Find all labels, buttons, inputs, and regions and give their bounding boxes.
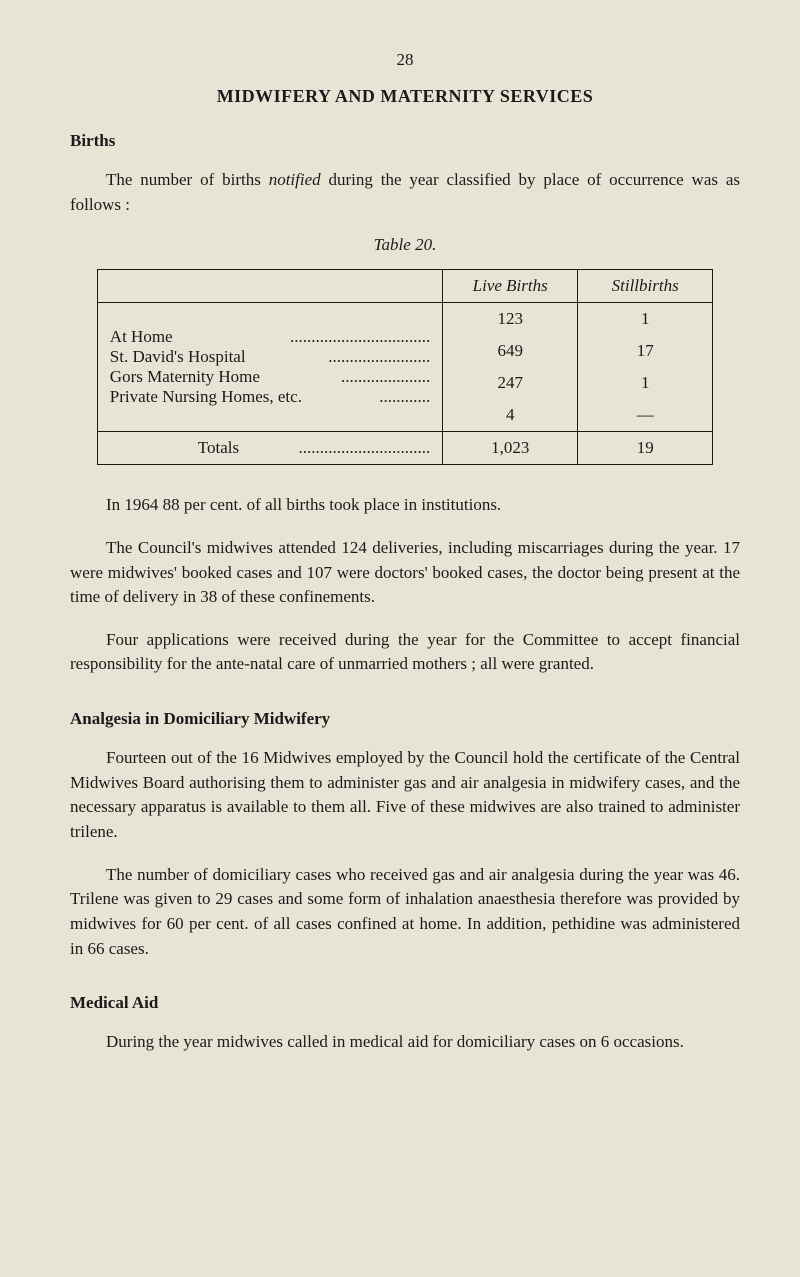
- births-table: Live Births Stillbirths At Home.........…: [97, 269, 713, 465]
- dots: ........................: [328, 347, 430, 367]
- row-label: St. David's Hospital: [110, 347, 246, 367]
- totals-still: 19: [578, 432, 713, 465]
- analgesia-para1: Fourteen out of the 16 Midwives employed…: [70, 746, 740, 845]
- analgesia-heading: Analgesia in Domiciliary Midwifery: [70, 709, 740, 729]
- cell-live: 123: [443, 303, 578, 336]
- totals-label: Totals: [198, 438, 239, 458]
- para-text: The number of births: [106, 170, 269, 189]
- para-institutions: In 1964 88 per cent. of all births took …: [70, 493, 740, 518]
- main-title: MIDWIFERY AND MATERNITY SERVICES: [70, 86, 740, 107]
- row-label: Gors Maternity Home: [110, 367, 260, 387]
- dots: .....................: [341, 367, 430, 387]
- dots: ............: [379, 387, 430, 407]
- cell-live: 649: [443, 335, 578, 367]
- table-caption: Table 20.: [70, 235, 740, 255]
- cell-still: 17: [578, 335, 713, 367]
- para-italic: notified: [269, 170, 321, 189]
- page-number: 28: [70, 50, 740, 70]
- totals-live: 1,023: [443, 432, 578, 465]
- births-intro-para: The number of births notified during the…: [70, 168, 740, 217]
- analgesia-para2: The number of domiciliary cases who rece…: [70, 863, 740, 962]
- cell-live: 247: [443, 367, 578, 399]
- para-applications: Four applications were received during t…: [70, 628, 740, 677]
- row-label: At Home: [110, 327, 173, 347]
- row-label: Private Nursing Homes, etc.: [110, 387, 302, 407]
- para-deliveries: The Council's midwives attended 124 deli…: [70, 536, 740, 610]
- medical-aid-heading: Medical Aid: [70, 993, 740, 1013]
- medical-aid-para: During the year midwives called in medic…: [70, 1030, 740, 1055]
- table-header-live: Live Births: [443, 270, 578, 303]
- table-header-row: Live Births Stillbirths: [97, 270, 712, 303]
- cell-live: 4: [443, 399, 578, 432]
- dots: ...............................: [298, 438, 430, 458]
- cell-still: —: [578, 399, 713, 432]
- table-row: At Home.................................…: [97, 303, 712, 336]
- cell-still: 1: [578, 367, 713, 399]
- table-header-still: Stillbirths: [578, 270, 713, 303]
- table-totals-row: Totals............................... 1,…: [97, 432, 712, 465]
- cell-still: 1: [578, 303, 713, 336]
- table-header-empty: [97, 270, 442, 303]
- births-heading: Births: [70, 131, 740, 151]
- dots: .................................: [290, 327, 430, 347]
